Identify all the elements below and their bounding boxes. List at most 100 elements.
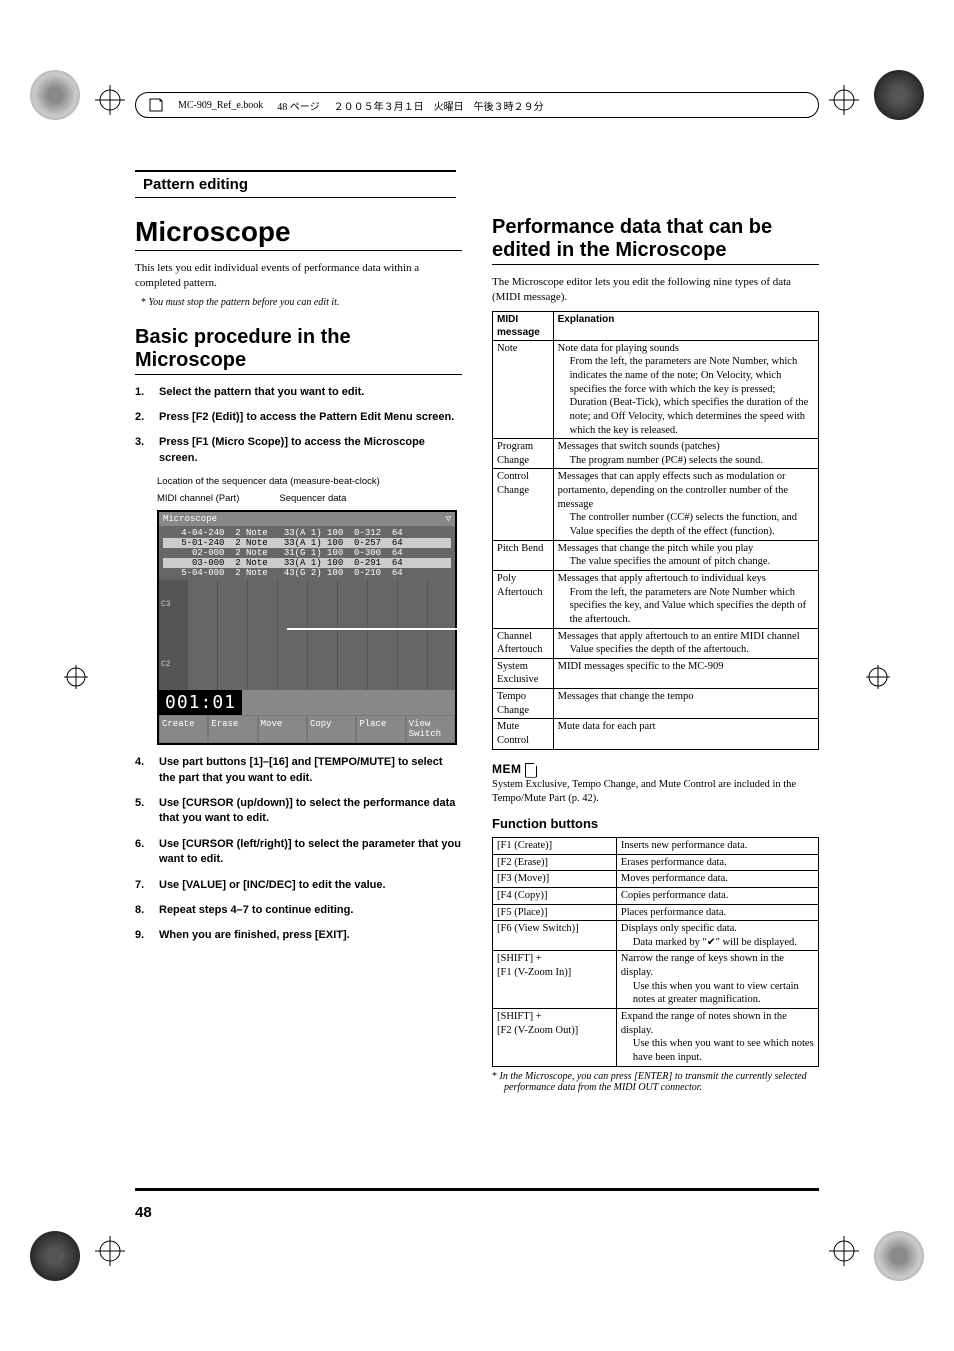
steps-list-cont: Use part buttons [1]–[16] and [TEMPO/MUT… <box>135 755 462 944</box>
table-row: [F2 (Erase)]Erases performance data. <box>493 854 819 871</box>
ss-data-row: 03-000 2 Note 33(A 1) 100 0-291 64 <box>163 558 451 568</box>
annotation-location: Location of the sequencer data (measure-… <box>157 476 462 487</box>
cell-val: Erases performance data. <box>616 854 818 871</box>
h3-function-buttons: Function buttons <box>492 816 819 831</box>
cell-exp: Messages that switch sounds (patches)The… <box>553 439 818 469</box>
left-column: Microscope This lets you edit individual… <box>135 216 462 1097</box>
page-number: 48 <box>135 1204 152 1221</box>
cell-val: Copies performance data. <box>616 887 818 904</box>
registration-mark-tl <box>30 70 80 120</box>
table-row: Mute ControlMute data for each part <box>493 719 819 749</box>
cell-val: Inserts new performance data. <box>616 837 818 854</box>
page-footer-rule <box>135 1188 819 1191</box>
ss-title: Microscope <box>163 514 217 524</box>
table-row: Tempo ChangeMessages that change the tem… <box>493 689 819 719</box>
side-mark-left <box>64 665 88 689</box>
table-row: Control ChangeMessages that can apply ef… <box>493 469 819 540</box>
step-6: Use [CURSOR (left/right)] to select the … <box>135 837 462 868</box>
side-mark-right <box>866 665 890 689</box>
cell-val: Moves performance data. <box>616 871 818 888</box>
ss-button: Copy <box>307 715 356 743</box>
section-header: Pattern editing <box>135 170 456 198</box>
registration-mark-bl <box>30 1231 80 1281</box>
cell-val: Expand the range of notes shown in the d… <box>616 1009 818 1067</box>
annotation-seq: Sequencer data <box>279 493 346 504</box>
table-row: [SHIFT] +[F2 (V-Zoom Out)]Expand the ran… <box>493 1009 819 1067</box>
right-column: Performance data that can be edited in t… <box>492 216 819 1097</box>
cell-msg: Poly Aftertouch <box>493 570 554 628</box>
piano-roll-grid <box>187 580 455 690</box>
memo-icon: MEM <box>492 762 533 776</box>
cell-exp: Messages that change the tempo <box>553 689 818 719</box>
screenshot-annotations: Location of the sequencer data (measure-… <box>157 476 462 504</box>
steps-list: Select the pattern that you want to edit… <box>135 385 462 467</box>
memo-text: System Exclusive, Tempo Change, and Mute… <box>492 778 819 806</box>
cell-msg: Program Change <box>493 439 554 469</box>
cell-val: Narrow the range of keys shown in the di… <box>616 951 818 1009</box>
cell-exp: Messages that can apply effects such as … <box>553 469 818 540</box>
table-row: Poly AftertouchMessages that apply after… <box>493 570 819 628</box>
cell-val: Displays only specific data.Data marked … <box>616 921 818 951</box>
step-1: Select the pattern that you want to edit… <box>135 385 462 400</box>
table-row: NoteNote data for playing soundsFrom the… <box>493 340 819 438</box>
function-buttons-table: [F1 (Create)]Inserts new performance dat… <box>492 837 819 1067</box>
cell-exp: Mute data for each part <box>553 719 818 749</box>
cell-exp: Messages that apply aftertouch to an ent… <box>553 628 818 658</box>
registration-mark-tr <box>874 70 924 120</box>
table-row: Program ChangeMessages that switch sound… <box>493 439 819 469</box>
intro-text: This lets you edit individual events of … <box>135 261 462 291</box>
right-intro: The Microscope editor lets you edit the … <box>492 275 819 305</box>
piano-keys: C3 C2 <box>159 580 187 690</box>
table-row: [F1 (Create)]Inserts new performance dat… <box>493 837 819 854</box>
table-row: [SHIFT] +[F1 (V-Zoom In)]Narrow the rang… <box>493 951 819 1009</box>
th-midi-message: MIDI message <box>493 311 554 340</box>
ss-button: Move <box>258 715 307 743</box>
cell-key: [F4 (Copy)] <box>493 887 617 904</box>
cell-key: [F3 (Move)] <box>493 871 617 888</box>
ss-button: Create <box>159 715 208 743</box>
step-3: Press [F1 (Micro Scope)] to access the M… <box>135 435 462 466</box>
h1-microscope: Microscope <box>135 216 462 251</box>
table-row: Channel AftertouchMessages that apply af… <box>493 628 819 658</box>
fb-footnote: In the Microscope, you can press [ENTER]… <box>504 1071 819 1093</box>
table-row: [F4 (Copy)]Copies performance data. <box>493 887 819 904</box>
cell-exp: Messages that apply aftertouch to indivi… <box>553 570 818 628</box>
crop-mark-tr <box>829 85 859 115</box>
ss-data-row: 02-000 2 Note 31(G 1) 100 0-300 64 <box>163 548 451 558</box>
ss-counter: 001:01 <box>159 690 242 715</box>
print-header: MC-909_Ref_e.book 48 ページ ２００５年３月１日 火曜日 午… <box>135 92 819 118</box>
registration-mark-br <box>874 1231 924 1281</box>
ss-data-row: 4-04-240 2 Note 33(A 1) 100 0-312 64 <box>163 528 451 538</box>
h2-performance-data: Performance data that can be edited in t… <box>492 216 819 265</box>
step-2: Press [F2 (Edit)] to access the Pattern … <box>135 410 462 425</box>
cell-key: [F6 (View Switch)] <box>493 921 617 951</box>
h2-basic-procedure: Basic procedure in the Microscope <box>135 326 462 375</box>
crop-mark-tl <box>95 85 125 115</box>
microscope-screenshot: Microscope ▽ 4-04-240 2 Note 33(A 1) 100… <box>157 510 457 745</box>
header-page-marker: 48 ページ <box>277 98 319 113</box>
step-7: Use [VALUE] or [INC/DEC] to edit the val… <box>135 878 462 893</box>
table-row: System ExclusiveMIDI messages specific t… <box>493 658 819 688</box>
cell-key: [F2 (Erase)] <box>493 854 617 871</box>
th-explanation: Explanation <box>553 311 818 340</box>
intro-footnote: You must stop the pattern before you can… <box>153 297 462 308</box>
annotation-midi: MIDI channel (Part) <box>157 493 239 504</box>
cell-key: [F5 (Place)] <box>493 904 617 921</box>
table-row: Pitch BendMessages that change the pitch… <box>493 540 819 570</box>
cell-msg: Control Change <box>493 469 554 540</box>
ss-data-row: 5-01-240 2 Note 33(A 1) 100 0-257 64 <box>163 538 451 548</box>
table-row: [F5 (Place)]Places performance data. <box>493 904 819 921</box>
cell-msg: Channel Aftertouch <box>493 628 554 658</box>
step-4: Use part buttons [1]–[16] and [TEMPO/MUT… <box>135 755 462 786</box>
ss-button: Place <box>356 715 405 743</box>
ss-data-row: 5-04-000 2 Note 43(G 2) 100 0-210 64 <box>163 568 451 578</box>
header-book: MC-909_Ref_e.book <box>178 100 263 111</box>
ss-triangle-icon: ▽ <box>446 514 451 524</box>
ss-button: Erase <box>208 715 257 743</box>
cell-key: [SHIFT] +[F2 (V-Zoom Out)] <box>493 1009 617 1067</box>
cell-key: [F1 (Create)] <box>493 837 617 854</box>
cell-exp: MIDI messages specific to the MC-909 <box>553 658 818 688</box>
step-8: Repeat steps 4–7 to continue editing. <box>135 903 462 918</box>
cell-val: Places performance data. <box>616 904 818 921</box>
cell-msg: Note <box>493 340 554 438</box>
